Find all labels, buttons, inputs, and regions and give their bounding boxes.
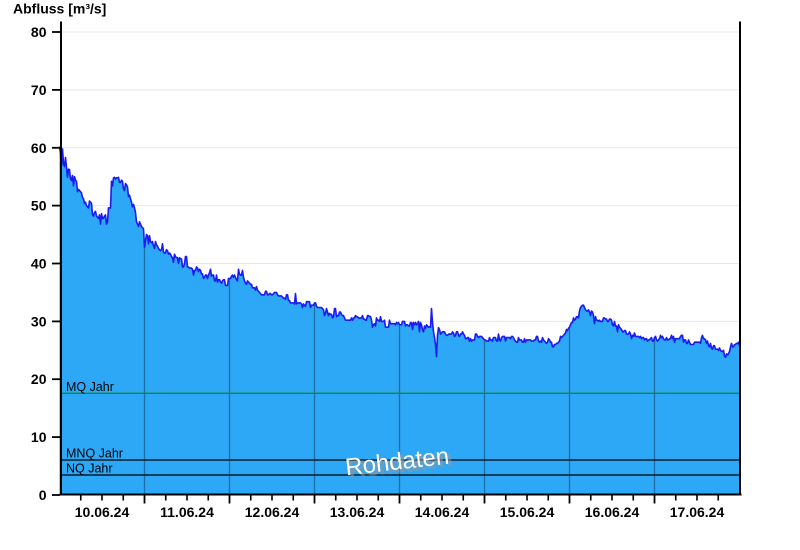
svg-text:11.06.24: 11.06.24: [160, 504, 214, 520]
svg-text:10: 10: [31, 429, 47, 445]
svg-text:60: 60: [31, 140, 47, 156]
svg-text:12.06.24: 12.06.24: [245, 504, 300, 520]
svg-text:MQ Jahr: MQ Jahr: [66, 380, 114, 394]
svg-text:50: 50: [31, 198, 47, 214]
svg-text:15.06.24: 15.06.24: [500, 504, 555, 520]
svg-text:Abfluss [m³/s]: Abfluss [m³/s]: [13, 1, 106, 17]
svg-text:70: 70: [31, 82, 47, 98]
svg-text:13.06.24: 13.06.24: [330, 504, 385, 520]
svg-text:80: 80: [31, 24, 47, 40]
svg-text:NQ Jahr: NQ Jahr: [66, 462, 113, 476]
svg-text:0: 0: [39, 487, 47, 503]
svg-text:17.06.24: 17.06.24: [670, 504, 725, 520]
svg-text:14.06.24: 14.06.24: [415, 504, 470, 520]
svg-text:10.06.24: 10.06.24: [75, 504, 130, 520]
svg-text:MNQ Jahr: MNQ Jahr: [66, 447, 123, 461]
svg-text:20: 20: [31, 371, 47, 387]
svg-text:40: 40: [31, 256, 47, 272]
svg-text:30: 30: [31, 313, 47, 329]
svg-text:16.06.24: 16.06.24: [585, 504, 640, 520]
